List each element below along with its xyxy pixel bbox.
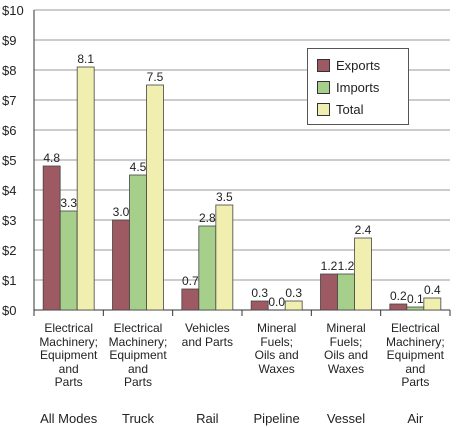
bar-imports bbox=[198, 225, 217, 311]
legend-label-exports: Exports bbox=[336, 57, 381, 73]
bar-imports bbox=[59, 210, 78, 311]
bar-total bbox=[423, 297, 442, 311]
chart-legend: Exports Imports Total bbox=[307, 48, 409, 125]
legend-label-total: Total bbox=[336, 101, 364, 117]
y-tick-label: $1 bbox=[2, 273, 16, 288]
bar-total bbox=[76, 66, 95, 311]
category-label: Electrical Machinery; Equipment and Parts bbox=[380, 321, 450, 390]
y-tick-label: $10 bbox=[2, 3, 24, 18]
y-tick-label: $4 bbox=[2, 183, 16, 198]
category-label-line: Machinery; bbox=[39, 334, 98, 349]
bar-total bbox=[215, 204, 234, 311]
category-label-line: Fuels; bbox=[329, 334, 363, 349]
bar-exports bbox=[250, 300, 269, 311]
data-label: 0.3 bbox=[285, 286, 302, 300]
data-label: 0.0 bbox=[268, 295, 285, 309]
category-label-line: Mineral bbox=[326, 321, 366, 335]
legend-label-imports: Imports bbox=[336, 79, 380, 95]
y-tick-label: $7 bbox=[2, 93, 16, 108]
bar-imports bbox=[129, 174, 147, 311]
legend-item-imports: Imports bbox=[317, 79, 379, 95]
category-label-line: and Parts bbox=[181, 334, 234, 349]
mode-label: Air bbox=[407, 411, 424, 426]
data-label: 4.8 bbox=[43, 151, 60, 165]
bar-imports bbox=[406, 306, 425, 311]
y-tick-label: $8 bbox=[2, 63, 16, 78]
legend-item-total: Total bbox=[317, 101, 363, 117]
category-label-line: Electrical bbox=[44, 321, 93, 335]
bar-exports bbox=[42, 165, 61, 311]
bar-total bbox=[284, 300, 303, 311]
y-tick-label: $9 bbox=[2, 33, 16, 48]
category-label: Mineral Fuels; Oils and Waxes bbox=[311, 321, 381, 376]
data-label: 3.0 bbox=[113, 205, 130, 219]
category-label: Electrical Machinery; Equipment and Parts bbox=[103, 321, 173, 390]
mode-label: Pipeline bbox=[253, 411, 300, 426]
category-label-line: Vehicles bbox=[184, 321, 230, 335]
data-label: 2.8 bbox=[199, 211, 216, 225]
legend-swatch-total bbox=[317, 102, 330, 116]
category-label-line: Parts bbox=[54, 375, 83, 389]
category-label-line: Oils and bbox=[254, 348, 299, 362]
bar-total bbox=[354, 237, 372, 311]
data-label: 0.2 bbox=[390, 289, 407, 303]
mode-label: Vessel bbox=[326, 411, 366, 426]
category-label-line: Parts bbox=[123, 375, 152, 389]
bar-imports bbox=[337, 273, 355, 311]
data-label: 0.3 bbox=[251, 286, 268, 300]
y-tick-label: $0 bbox=[2, 303, 16, 318]
data-label: 1.2 bbox=[338, 259, 355, 273]
category-label-line: Oils and bbox=[323, 348, 369, 362]
data-label: 0.7 bbox=[182, 274, 199, 288]
mode-label: All Modes bbox=[40, 411, 98, 426]
bar-exports bbox=[389, 303, 408, 311]
category-label-line: Machinery; bbox=[385, 334, 445, 349]
category-label-line: Parts bbox=[401, 375, 430, 389]
data-label: 4.5 bbox=[130, 160, 147, 174]
mode-label: Truck bbox=[121, 411, 155, 426]
category-label: Vehicles and Parts bbox=[172, 321, 242, 349]
data-label: 7.5 bbox=[147, 70, 164, 84]
data-label: 3.5 bbox=[216, 190, 233, 204]
category-label-line: Equipment bbox=[386, 348, 445, 362]
legend-item-exports: Exports bbox=[317, 57, 380, 73]
category-label-line: Waxes bbox=[327, 361, 365, 376]
data-label: 8.1 bbox=[77, 52, 94, 66]
data-label: 0.4 bbox=[424, 283, 441, 297]
category-label-line: Machinery; bbox=[108, 334, 168, 349]
y-tick-label: $3 bbox=[2, 213, 16, 228]
bar-exports bbox=[320, 273, 338, 311]
category-label-line: and bbox=[405, 361, 426, 376]
data-label: 0.1 bbox=[407, 292, 424, 306]
data-label: 2.4 bbox=[355, 223, 372, 237]
category-label-line: Fuels; bbox=[260, 334, 293, 349]
category-label-line: Mineral bbox=[256, 321, 297, 335]
mode-label: Rail bbox=[196, 411, 219, 426]
legend-swatch-imports bbox=[317, 80, 330, 94]
category-label-line: Equipment bbox=[109, 348, 167, 362]
category-label-line: and bbox=[127, 361, 149, 376]
category-label-line: Equipment bbox=[39, 348, 98, 362]
y-tick-label: $5 bbox=[2, 153, 16, 168]
data-label: 1.2 bbox=[321, 259, 338, 273]
bar-total bbox=[146, 84, 164, 311]
legend-swatch-exports bbox=[317, 58, 330, 72]
y-tick-label: $2 bbox=[2, 243, 16, 258]
category-label-line: Waxes bbox=[258, 361, 295, 376]
category-label-line: Electrical bbox=[113, 321, 163, 335]
bar-exports bbox=[112, 219, 130, 311]
data-label: 3.3 bbox=[60, 196, 77, 210]
y-tick-label: $6 bbox=[2, 123, 16, 138]
category-label-line: Electrical bbox=[390, 321, 440, 335]
bar-exports bbox=[181, 288, 200, 311]
category-label-line: and bbox=[58, 361, 79, 376]
category-label: Electrical Machinery; Equipment and Parts bbox=[34, 321, 104, 390]
category-label: Mineral Fuels; Oils and Waxes bbox=[242, 321, 312, 376]
